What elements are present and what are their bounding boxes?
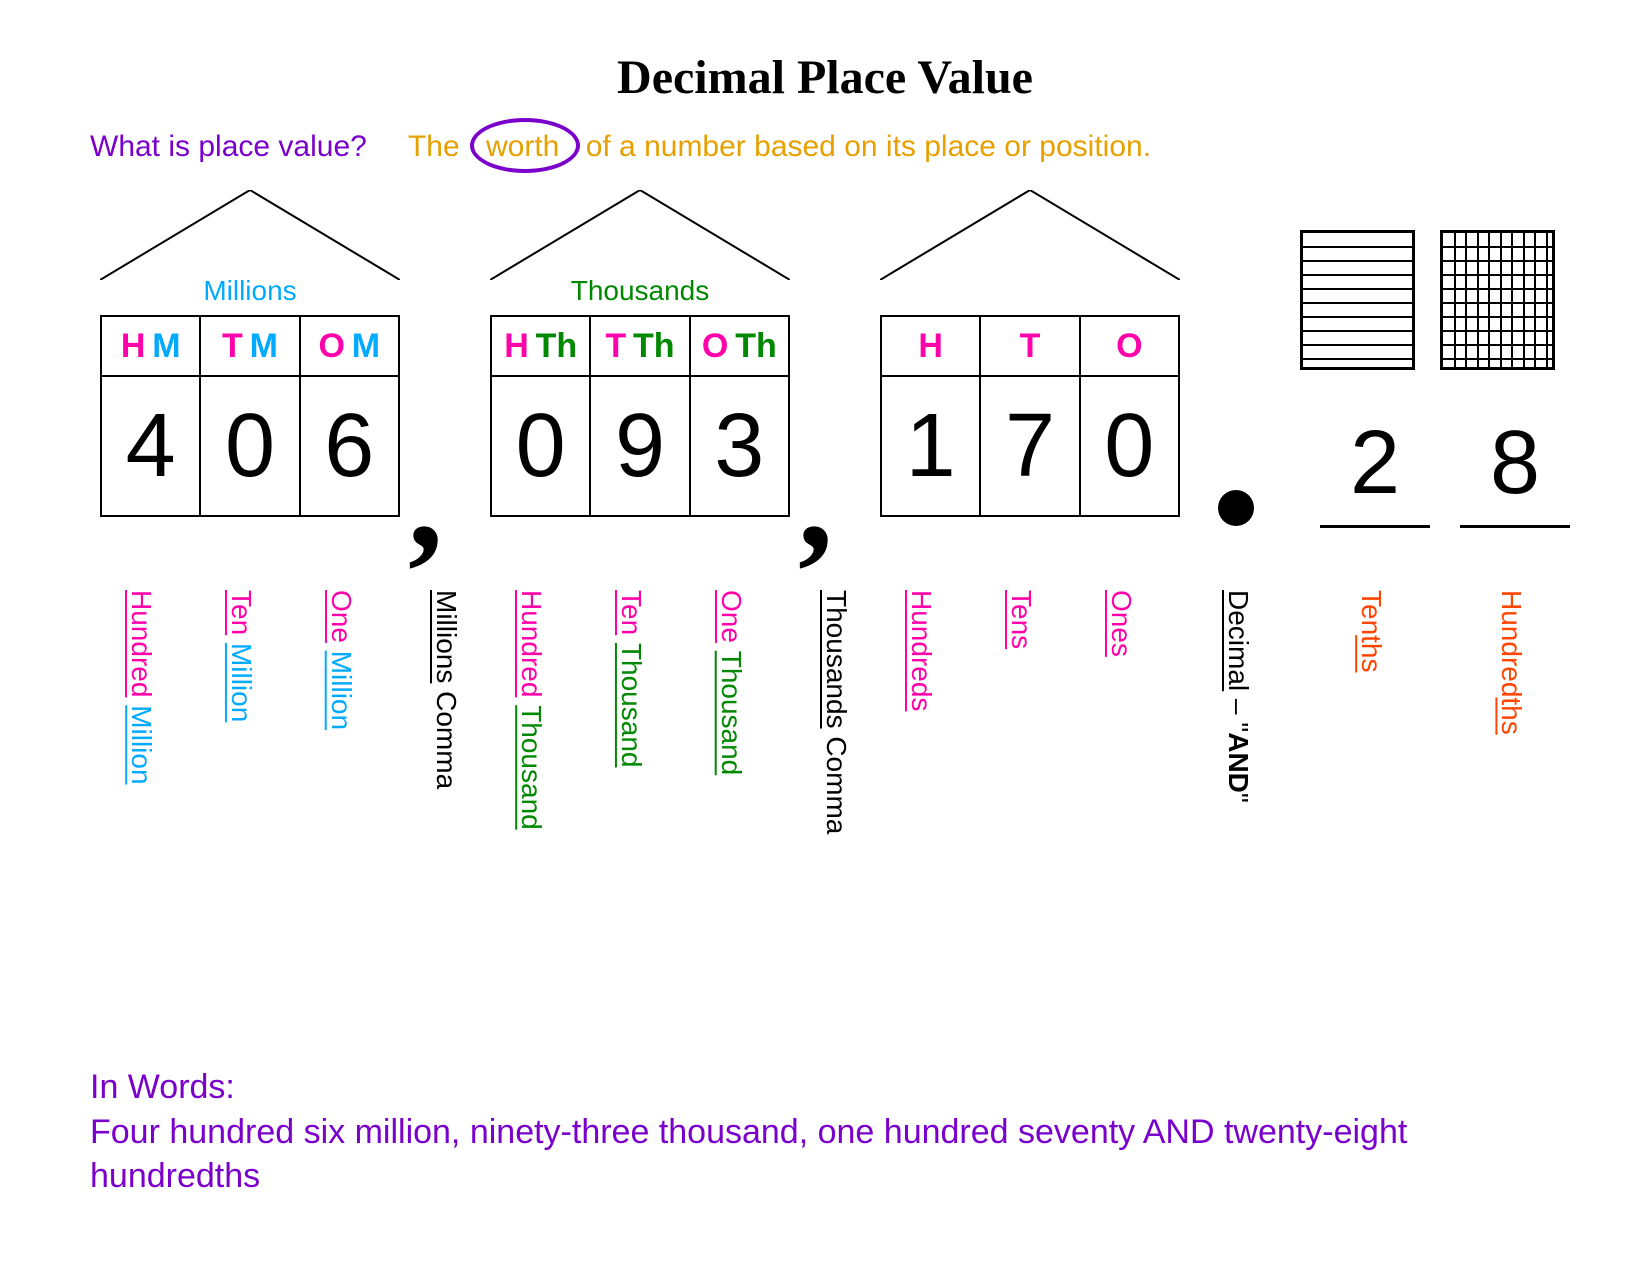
house-label: Thousands [490,275,790,307]
decimal-place-label: Tenths [1355,590,1387,673]
column-header: O [1080,316,1179,376]
decimal-digit: 2 [1325,412,1425,515]
definition-pre: The [408,130,460,163]
house-1: Thousands H ThT ThO Th 093 [490,190,790,517]
digit-cell: 3 [690,376,789,516]
house-2: HTO 170 [880,190,1180,517]
comma-label: Thousands Comma [820,590,852,834]
question-text: What is place value? [90,130,367,163]
place-value-label: Ten Million [225,590,257,722]
house-table: HTO 170 [880,315,1180,517]
digit-cell: 0 [200,376,299,516]
place-value-label: Hundreds [905,590,937,711]
column-header: O M [300,316,399,376]
digit-cell: 0 [1080,376,1179,516]
digit-cell: 7 [980,376,1079,516]
house-table: H MT MO M 406 [100,315,400,517]
place-value-label: Hundred Thousand [515,590,547,830]
decimal-point-icon [1218,490,1254,526]
place-value-label: Tens [1005,590,1037,649]
place-value-label: Ten Thousand [615,590,647,767]
column-header: H Th [491,316,590,376]
comma-separator-icon: , [408,420,443,581]
decimal-label: Decimal – "AND" [1222,590,1254,803]
place-value-label: Ones [1105,590,1137,657]
column-header: T M [200,316,299,376]
digit-cell: 0 [491,376,590,516]
in-words-text: Four hundred six million, ninety-three t… [90,1110,1570,1198]
column-header: H [881,316,980,376]
definition-line: What is place value? The worth of a numb… [90,130,1151,164]
decimal-underline-icon [1320,525,1430,528]
digit-cell: 4 [101,376,200,516]
place-value-label: Hundred Million [125,590,157,785]
definition-post: of a number based on its place or positi… [586,130,1151,163]
page-title: Decimal Place Value [0,50,1650,105]
in-words-label: In Words: [90,1065,235,1109]
house-label: Millions [100,275,400,307]
house-roof-icon [880,190,1180,280]
decimal-place-label: Hundredths [1495,590,1527,735]
place-value-label: One Million [325,590,357,730]
tenths-grid-icon [1300,230,1415,370]
digit-cell: 9 [590,376,689,516]
house-0: Millions H MT MO M 406 [100,190,400,517]
column-header: T [980,316,1079,376]
column-header: H M [101,316,200,376]
decimal-underline-icon [1460,525,1570,528]
digit-cell: 1 [881,376,980,516]
hundredths-grid-icon [1440,230,1555,370]
comma-label: Millions Comma [430,590,462,789]
column-header: O Th [690,316,789,376]
column-header: T Th [590,316,689,376]
house-table: H ThT ThO Th 093 [490,315,790,517]
comma-separator-icon: , [798,420,833,581]
digit-cell: 6 [300,376,399,516]
house-roof-icon [490,190,790,280]
decimal-digit: 8 [1465,412,1565,515]
worth-circle-icon [470,118,580,173]
house-roof-icon [100,190,400,280]
place-value-label: One Thousand [715,590,747,775]
